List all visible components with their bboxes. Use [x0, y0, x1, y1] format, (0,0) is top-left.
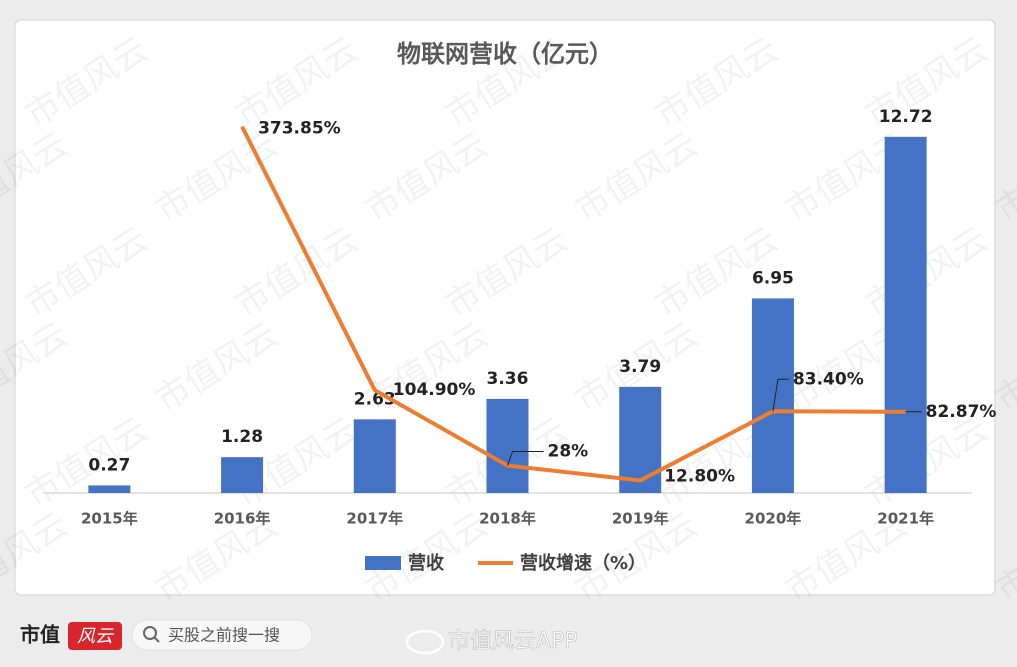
footer-app: 市值风云APP: [448, 629, 578, 654]
x-tick-label: 2016年: [214, 510, 271, 528]
bar: [486, 398, 529, 493]
x-tick-label: 2018年: [479, 510, 536, 528]
bar: [884, 136, 927, 493]
bar-value-label: 1.28: [221, 427, 263, 447]
legend-label: 营收: [408, 552, 444, 574]
line-value-label: 12.80%: [664, 466, 735, 486]
bar-value-label: 0.27: [88, 455, 130, 475]
label-leader: [507, 451, 544, 466]
weibo-icon: [405, 629, 445, 655]
search-icon: [143, 626, 157, 640]
line-value-label: 104.90%: [393, 380, 476, 400]
footer-logo-mark: 风云: [77, 626, 115, 647]
x-tick-label: 2015年: [81, 510, 138, 528]
line-value-label: 28%: [548, 442, 589, 462]
search-icon: [153, 636, 160, 643]
line: [240, 125, 906, 483]
bar-value-label: 3.36: [487, 369, 529, 389]
bar-value-label: 12.72: [879, 107, 933, 127]
search-placeholder: 买股之前搜一搜: [168, 626, 280, 645]
line-value-label: 373.85%: [258, 119, 341, 139]
footer-logo-badge: [68, 622, 122, 650]
plot: 2015年 2016年 2017年 2018年 2019年 2020年 2021年 0.27 1…: [81, 107, 996, 528]
line-value-label: 83.40%: [793, 369, 864, 389]
label-leader: [772, 378, 789, 412]
bar: [353, 419, 396, 493]
legend-label: 营收增速（%）: [520, 552, 646, 574]
x-tick-label: 2021年: [877, 510, 934, 528]
bar: [221, 457, 264, 493]
legend-swatch: [365, 556, 401, 570]
x-tick-label: 2019年: [612, 510, 669, 528]
x-tick-label: 2017年: [346, 510, 403, 528]
line-value-label: 82.87%: [926, 402, 997, 422]
footer-logo-text: 市值: [20, 623, 60, 647]
bar: [751, 298, 794, 493]
bar: [88, 485, 131, 493]
x-tick-label: 2020年: [745, 510, 802, 528]
bar-value-label: 6.95: [752, 268, 794, 288]
bar-value-label: 3.79: [619, 357, 661, 377]
search-box[interactable]: [131, 619, 313, 651]
chart-title: 物联网营收（亿元）: [397, 40, 613, 68]
